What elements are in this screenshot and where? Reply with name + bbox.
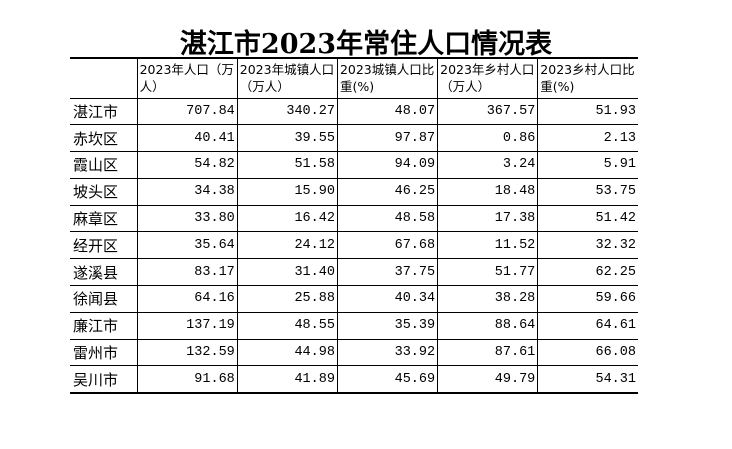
- value-cell: 48.58: [336, 204, 439, 233]
- page-title: 湛江市2023年常住人口情况表: [179, 29, 553, 60]
- value-cell: 87.61: [437, 338, 539, 367]
- value-cell: 3.24: [437, 151, 539, 179]
- header-row: 2023年人口（万人） 2023年城镇人口（万人） 2023城镇人口比重(%) 202…: [70, 57, 638, 99]
- region-name-cell: 雷州市: [70, 338, 138, 367]
- value-cell: 25.88: [236, 285, 338, 313]
- value-cell: 0.86: [437, 124, 539, 153]
- value-cell: 67.68: [336, 231, 439, 260]
- value-cell: 53.75: [537, 177, 638, 206]
- value-cell: 15.90: [236, 177, 338, 206]
- value-cell: 46.25: [336, 177, 439, 206]
- table-row: 赤坎区 40.41 39.55 97.87 0.86 2.13: [70, 124, 638, 153]
- region-name-cell: 徐闻县: [70, 285, 138, 313]
- value-cell: 64.61: [537, 311, 638, 340]
- value-cell: 2.13: [537, 124, 638, 153]
- column-header: 2023年人口（万人）: [136, 57, 238, 99]
- region-name-cell: 麻章区: [70, 204, 138, 233]
- value-cell: 33.80: [136, 204, 238, 233]
- region-name-cell: 湛江市: [70, 97, 138, 126]
- table-row: 雷州市 132.59 44.98 33.92 87.61 66.08: [70, 338, 638, 367]
- value-cell: 97.87: [336, 124, 439, 153]
- value-cell: 91.68: [136, 365, 238, 394]
- value-cell: 83.17: [136, 258, 238, 287]
- value-cell: 31.40: [236, 258, 338, 287]
- value-cell: 49.79: [437, 365, 539, 394]
- region-name-cell: 霞山区: [70, 151, 138, 179]
- value-cell: 137.19: [136, 311, 238, 340]
- region-name-cell: 吴川市: [70, 365, 138, 394]
- table-row: 吴川市 91.68 41.89 45.69 49.79 54.31: [70, 365, 638, 394]
- value-cell: 88.64: [437, 311, 539, 340]
- value-cell: 66.08: [537, 338, 638, 367]
- value-cell: 40.34: [336, 285, 439, 313]
- region-name-cell: 遂溪县: [70, 258, 138, 287]
- value-cell: 11.52: [437, 231, 539, 260]
- value-cell: 17.38: [437, 204, 539, 233]
- value-cell: 35.64: [136, 231, 238, 260]
- value-cell: 51.42: [537, 204, 638, 233]
- value-cell: 54.82: [136, 151, 238, 179]
- column-header: 2023年乡村人口（万人）: [437, 57, 539, 99]
- value-cell: 48.07: [336, 97, 439, 126]
- value-cell: 41.89: [236, 365, 338, 394]
- region-name-cell: 廉江市: [70, 311, 138, 340]
- value-cell: 32.32: [537, 231, 638, 260]
- table-row: 霞山区 54.82 51.58 94.09 3.24 5.91: [70, 151, 638, 179]
- value-cell: 24.12: [236, 231, 338, 260]
- table-row: 遂溪县 83.17 31.40 37.75 51.77 62.25: [70, 258, 638, 287]
- value-cell: 38.28: [437, 285, 539, 313]
- value-cell: 94.09: [336, 151, 439, 179]
- region-name-cell: 经开区: [70, 231, 138, 260]
- column-header: 2023年城镇人口（万人）: [236, 57, 338, 99]
- region-name-cell: 坡头区: [70, 177, 138, 206]
- value-cell: 51.93: [537, 97, 638, 126]
- value-cell: 51.58: [236, 151, 338, 179]
- value-cell: 54.31: [537, 365, 638, 394]
- value-cell: 33.92: [336, 338, 439, 367]
- value-cell: 51.77: [437, 258, 539, 287]
- value-cell: 16.42: [236, 204, 338, 233]
- column-header: 2023乡村人口比重(%): [537, 57, 638, 99]
- value-cell: 62.25: [537, 258, 638, 287]
- value-cell: 45.69: [336, 365, 439, 394]
- value-cell: 39.55: [236, 124, 338, 153]
- value-cell: 707.84: [136, 97, 238, 126]
- table-row: 廉江市 137.19 48.55 35.39 88.64 64.61: [70, 311, 638, 340]
- value-cell: 44.98: [236, 338, 338, 367]
- value-cell: 5.91: [537, 151, 638, 179]
- table-row: 徐闻县 64.16 25.88 40.34 38.28 59.66: [70, 285, 638, 313]
- table-row: 湛江市 707.84 340.27 48.07 367.57 51.93: [70, 97, 638, 126]
- value-cell: 40.41: [136, 124, 238, 153]
- table-row: 麻章区 33.80 16.42 48.58 17.38 51.42: [70, 204, 638, 233]
- column-header: 2023城镇人口比重(%): [336, 57, 439, 99]
- value-cell: 35.39: [336, 311, 439, 340]
- table-row: 坡头区 34.38 15.90 46.25 18.48 53.75: [70, 177, 638, 206]
- value-cell: 34.38: [136, 177, 238, 206]
- value-cell: 132.59: [136, 338, 238, 367]
- value-cell: 367.57: [437, 97, 539, 126]
- region-name-cell: 赤坎区: [70, 124, 138, 153]
- column-header: [70, 57, 138, 99]
- population-table: 2023年人口（万人） 2023年城镇人口（万人） 2023城镇人口比重(%) 202…: [70, 57, 638, 394]
- table-row: 经开区 35.64 24.12 67.68 11.52 32.32: [70, 231, 638, 260]
- value-cell: 37.75: [336, 258, 439, 287]
- value-cell: 59.66: [537, 285, 638, 313]
- value-cell: 64.16: [136, 285, 238, 313]
- value-cell: 18.48: [437, 177, 539, 206]
- value-cell: 340.27: [236, 97, 338, 126]
- value-cell: 48.55: [236, 311, 338, 340]
